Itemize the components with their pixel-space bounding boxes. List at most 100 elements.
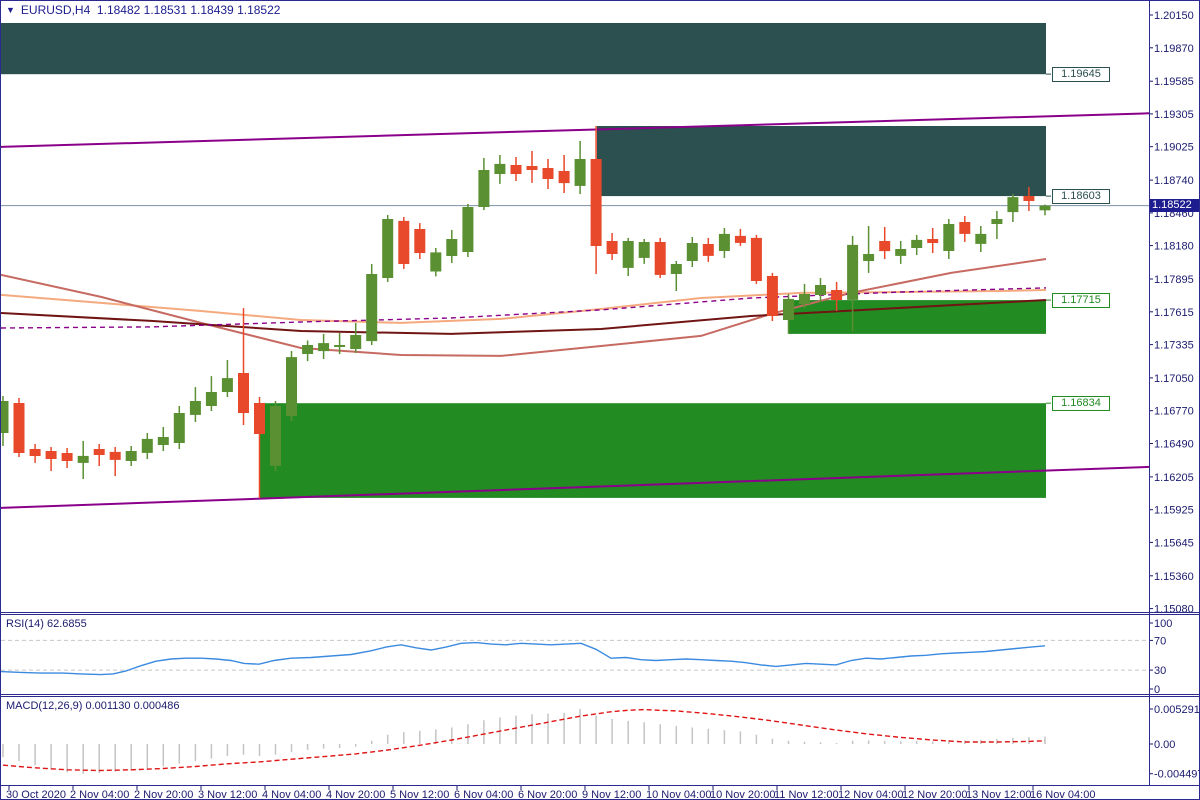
- candle-body[interactable]: [109, 451, 121, 460]
- candle-body[interactable]: [157, 437, 169, 445]
- candle-body[interactable]: [270, 406, 281, 466]
- candle-body[interactable]: [478, 170, 490, 207]
- candle-body[interactable]: [238, 373, 249, 413]
- x-axis-label: 16 Nov 04:00: [1030, 789, 1095, 800]
- candle-body[interactable]: [718, 233, 730, 251]
- macd-axis-label: 0.00: [1154, 739, 1175, 751]
- candle-body[interactable]: [750, 237, 762, 281]
- rsi-line: [1, 641, 1046, 676]
- candle-body[interactable]: [350, 335, 362, 349]
- candle-body[interactable]: [606, 241, 618, 254]
- candle-body[interactable]: [574, 159, 586, 186]
- rsi-axis-label: 100: [1154, 618, 1172, 630]
- macd-pane[interactable]: 0.005291 0.00 -0.004497: [2, 704, 1200, 781]
- candle-body[interactable]: [879, 241, 891, 252]
- candle-body[interactable]: [286, 357, 297, 416]
- rsi-axis-label: 0: [1154, 684, 1160, 696]
- candle-body[interactable]: [205, 392, 217, 406]
- candle-body[interactable]: [414, 229, 426, 253]
- y-axis-label: 1.20150: [1154, 10, 1194, 22]
- candle-body[interactable]: [670, 264, 682, 274]
- chart-title-bar: ▼ EURUSD,H4 1.18482 1.18531 1.18439 1.18…: [6, 3, 280, 17]
- channel-top-line[interactable]: [1, 112, 1150, 148]
- macd-axis-label: -0.004497: [1154, 769, 1200, 781]
- candle-body[interactable]: [173, 413, 185, 443]
- candle-body[interactable]: [494, 163, 506, 174]
- candle-body[interactable]: [446, 239, 458, 256]
- candle-body[interactable]: [654, 242, 666, 275]
- candle-body[interactable]: [959, 222, 971, 234]
- candle-body[interactable]: [430, 252, 442, 272]
- candle-body[interactable]: [1007, 197, 1019, 213]
- candle-body[interactable]: [638, 242, 650, 258]
- time-axis[interactable]: 30 Oct 2020 2 Nov 04:00 2 Nov 20:00 3 Nov 1…: [6, 785, 1095, 800]
- candle-body[interactable]: [334, 345, 346, 347]
- y-axis-label: 1.16205: [1154, 472, 1194, 484]
- candle-body[interactable]: [590, 159, 602, 246]
- candle-body[interactable]: [13, 403, 25, 453]
- candle-body[interactable]: [77, 455, 89, 463]
- candle-body[interactable]: [734, 235, 746, 243]
- macd-signal-line: [2, 708, 1046, 772]
- candle-body[interactable]: [382, 219, 394, 278]
- candle-body[interactable]: [622, 241, 634, 268]
- candle-body[interactable]: [29, 449, 41, 456]
- candle-body[interactable]: [510, 165, 522, 174]
- ma-maroon: [1, 299, 1047, 335]
- candle-body[interactable]: [141, 438, 153, 453]
- rsi-axis-label: 70: [1154, 635, 1166, 647]
- macd-axis-label: 0.005291: [1154, 704, 1200, 716]
- candle-body[interactable]: [398, 220, 410, 264]
- candle-body[interactable]: [863, 254, 875, 261]
- supply-zone-upper[interactable]: [1, 23, 1046, 75]
- demand-zone-upper[interactable]: [789, 300, 1046, 334]
- y-axis-label: 1.19305: [1154, 109, 1194, 121]
- candle-body[interactable]: [815, 285, 826, 295]
- candle-body[interactable]: [462, 207, 474, 252]
- candle-body[interactable]: [302, 345, 314, 354]
- candle-body[interactable]: [558, 171, 570, 184]
- candle-body[interactable]: [189, 401, 201, 415]
- rsi-pane[interactable]: 100 70 30 0: [1, 618, 1172, 696]
- x-axis-label: 12 Nov 20:00: [902, 789, 967, 800]
- candle-body[interactable]: [254, 403, 265, 434]
- x-axis-label: 4 Nov 04:00: [262, 789, 321, 800]
- candle-body[interactable]: [847, 244, 859, 300]
- candle-body[interactable]: [221, 378, 233, 392]
- channel-bottom-line[interactable]: [1, 465, 1150, 509]
- candle-body[interactable]: [125, 451, 137, 461]
- candle-body[interactable]: [766, 276, 778, 316]
- candle-body[interactable]: [1023, 196, 1035, 201]
- supply-zone-lower[interactable]: [597, 126, 1046, 197]
- candle-body[interactable]: [61, 453, 73, 461]
- candle-body[interactable]: [911, 239, 923, 248]
- y-axis-label: 1.17335: [1154, 340, 1194, 352]
- candle-body[interactable]: [1, 401, 9, 433]
- candle-body[interactable]: [702, 244, 714, 256]
- candle-body[interactable]: [318, 343, 330, 352]
- candle-body[interactable]: [943, 224, 955, 251]
- y-axis-label: 1.19870: [1154, 43, 1194, 55]
- candle-body[interactable]: [799, 294, 810, 304]
- demand-zone-lower[interactable]: [260, 403, 1046, 498]
- candle-body[interactable]: [831, 290, 843, 300]
- candle-body[interactable]: [686, 243, 698, 261]
- candle-body[interactable]: [526, 166, 538, 170]
- candle-body[interactable]: [93, 449, 105, 455]
- candle-body[interactable]: [975, 233, 987, 244]
- candle-body[interactable]: [366, 274, 378, 342]
- candle-body[interactable]: [542, 168, 554, 179]
- y-axis-label: 1.15645: [1154, 537, 1194, 549]
- candle-body[interactable]: [895, 249, 907, 256]
- price-axis[interactable]: 1.20150 1.19870 1.19585 1.19305 1.19025 1.187…: [1149, 10, 1194, 616]
- candle-body[interactable]: [1039, 205, 1051, 211]
- candle-body[interactable]: [45, 451, 57, 459]
- y-axis-label: 1.17615: [1154, 307, 1194, 319]
- candle-body[interactable]: [927, 239, 939, 243]
- candle-body[interactable]: [991, 219, 1003, 224]
- candle-body[interactable]: [783, 298, 794, 320]
- symbol-dropdown-icon[interactable]: ▼: [6, 5, 15, 15]
- candles: [1, 126, 1051, 498]
